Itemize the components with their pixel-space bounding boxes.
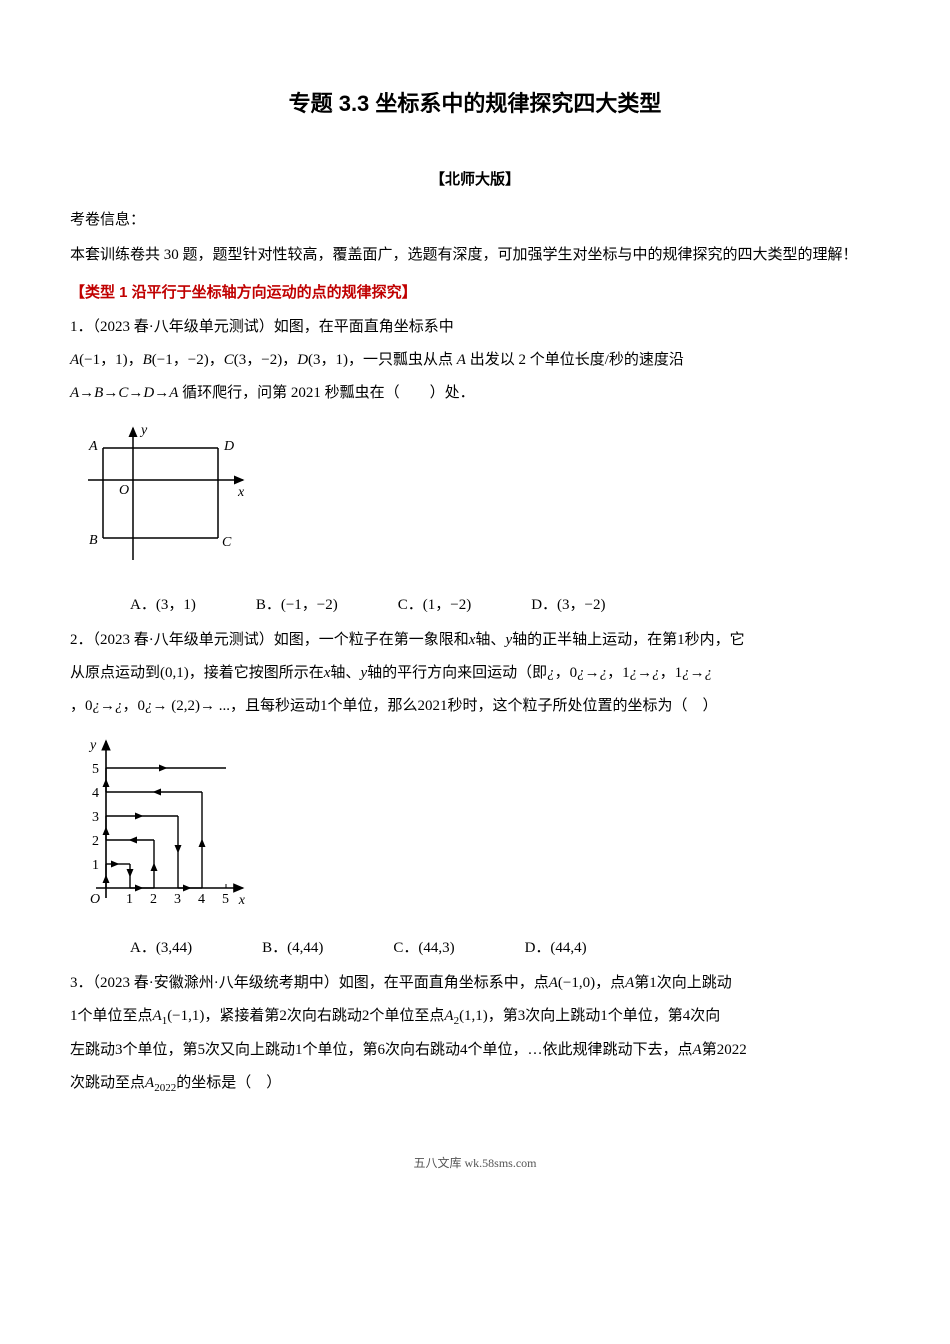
q1-option-b: B．(−1，−2)	[256, 589, 338, 622]
q1-line1: 1．（2023 春·八年级单元测试）如图，在平面直角坐标系中	[70, 311, 880, 344]
q2-line2: 从原点运动到(0,1)，接着它按图所示在x轴、y轴的平行方向来回运动（即¿，0¿…	[70, 657, 880, 690]
q3-line3: 左跳动3个单位，第5次又向上跳动1个单位，第6次向右跳动4个单位，…依此规律跳动…	[70, 1034, 880, 1067]
svg-text:2: 2	[92, 834, 99, 849]
svg-text:A: A	[88, 439, 98, 454]
q1-line2: A(−1，1)，B(−1，−2)，C(3，−2)，D(3，1)，一只瓢虫从点 A…	[70, 344, 880, 377]
svg-text:1: 1	[92, 858, 99, 873]
svg-text:B: B	[89, 533, 98, 548]
q2-option-d: D．(44,4)	[525, 932, 587, 965]
svg-text:1: 1	[126, 892, 133, 907]
q2-options: A．(3,44) B．(4,44) C．(44,3) D．(44,4)	[70, 932, 880, 965]
subtitle: 【北师大版】	[70, 163, 880, 196]
q1-option-c: C．(1，−2)	[398, 589, 471, 622]
q2-option-b: B．(4,44)	[262, 932, 323, 965]
svg-text:y: y	[88, 738, 97, 753]
svg-text:4: 4	[92, 786, 99, 801]
svg-text:y: y	[139, 423, 148, 438]
q1-figure: A D B C Ox y	[78, 420, 880, 583]
q3-line1: 3．（2023 春·安徽滁州·八年级统考期中）如图，在平面直角坐标系中，点A(−…	[70, 967, 880, 1000]
question-1: 1．（2023 春·八年级单元测试）如图，在平面直角坐标系中 A(−1，1)，B…	[70, 311, 880, 410]
q2-figure: 1 2 3 4 5 1 2 3 4 5 Ox y	[78, 733, 880, 926]
q1-options: A．(3，1) B．(−1，−2) C．(1，−2) D．(3，−2)	[70, 589, 880, 622]
page-title: 专题 3.3 坐标系中的规律探究四大类型	[70, 80, 880, 128]
svg-text:D: D	[223, 439, 234, 454]
q3-line2: 1个单位至点A1(−1,1)，紧接着第2次向右跳动2个单位至点A2(1,1)，第…	[70, 1000, 880, 1033]
svg-text:O: O	[119, 483, 129, 498]
q1-option-a: A．(3，1)	[130, 589, 196, 622]
q1-line3: A→B→C→D→A 循环爬行，问第 2021 秒瓢虫在（ ）处．	[70, 377, 880, 410]
svg-text:3: 3	[92, 810, 99, 825]
question-3: 3．（2023 春·安徽滁州·八年级统考期中）如图，在平面直角坐标系中，点A(−…	[70, 967, 880, 1099]
question-2: 2．（2023 春·八年级单元测试）如图，一个粒子在第一象限和x轴、y轴的正半轴…	[70, 624, 880, 723]
svg-text:O: O	[90, 892, 100, 907]
svg-text:C: C	[222, 535, 232, 550]
q3-line4: 次跳动至点A2022的坐标是（ ）	[70, 1067, 880, 1100]
intro-text: 本套训练卷共 30 题，题型针对性较高，覆盖面广，选题有深度，可加强学生对坐标与…	[70, 239, 880, 272]
svg-text:4: 4	[198, 892, 205, 907]
svg-text:x: x	[237, 485, 245, 500]
svg-text:5: 5	[92, 762, 99, 777]
q1-option-d: D．(3，−2)	[531, 589, 605, 622]
svg-text:5: 5	[222, 892, 229, 907]
svg-text:3: 3	[174, 892, 181, 907]
svg-text:2: 2	[150, 892, 157, 907]
svg-text:x: x	[238, 893, 246, 908]
page-footer: 五八文库 wk.58sms.com	[70, 1150, 880, 1176]
type-header: 【类型 1 沿平行于坐标轴方向运动的点的规律探究】	[70, 276, 880, 309]
q2-option-a: A．(3,44)	[130, 932, 192, 965]
q2-line3: ，0¿→¿，0¿→ (2,2)→ ...，且每秒运动1个单位，那么2021秒时，…	[70, 690, 880, 723]
q2-option-c: C．(44,3)	[393, 932, 454, 965]
exam-info-label: 考卷信息：	[70, 204, 880, 237]
q2-line1: 2．（2023 春·八年级单元测试）如图，一个粒子在第一象限和x轴、y轴的正半轴…	[70, 624, 880, 657]
